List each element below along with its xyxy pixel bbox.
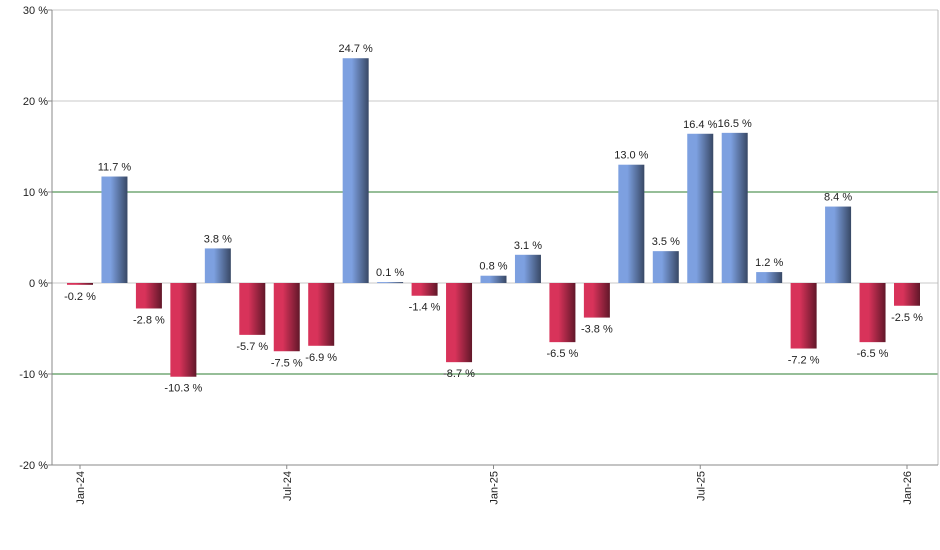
y-tick-label: 0 % — [29, 278, 48, 290]
value-label: 16.5 % — [718, 118, 752, 130]
value-label: -2.5 % — [891, 312, 923, 324]
value-label: -0.2 % — [64, 291, 96, 303]
value-label: -6.5 % — [857, 348, 889, 360]
bar — [342, 58, 369, 284]
y-tick-label: 30 % — [23, 5, 48, 17]
x-tick-label: Jan-26 — [902, 471, 914, 505]
value-label: 3.1 % — [514, 240, 542, 252]
bar — [135, 283, 162, 309]
bar — [652, 251, 679, 283]
x-tick-label: Jan-24 — [75, 471, 87, 505]
bar — [756, 272, 783, 283]
value-label: -7.5 % — [271, 357, 303, 369]
y-tick-label: -20 % — [19, 460, 48, 472]
bar — [549, 283, 576, 343]
y-tick-label: 10 % — [23, 187, 48, 199]
bar — [101, 176, 128, 283]
value-label: 11.7 % — [98, 162, 132, 174]
bar — [790, 283, 817, 349]
value-label: 0.1 % — [376, 267, 404, 279]
value-label: -2.8 % — [133, 314, 165, 326]
bar — [480, 275, 507, 283]
value-label: -6.9 % — [305, 352, 337, 364]
value-label: 0.8 % — [479, 261, 507, 273]
value-label: -5.7 % — [236, 341, 268, 353]
bar — [446, 283, 473, 363]
value-label: -1.4 % — [409, 302, 441, 314]
value-label: -6.5 % — [547, 348, 579, 360]
bar — [859, 283, 886, 343]
bar — [514, 254, 541, 283]
bar — [687, 133, 714, 283]
bar — [204, 248, 231, 283]
bar — [894, 283, 920, 306]
value-label: 3.5 % — [652, 236, 680, 248]
value-label: -7.2 % — [788, 355, 820, 367]
value-label: 8.4 % — [824, 192, 852, 204]
value-label: -10.3 % — [164, 383, 202, 395]
bar — [825, 206, 852, 283]
bar — [170, 283, 197, 377]
bar — [67, 283, 93, 285]
x-tick-label: Jul-24 — [282, 471, 294, 501]
value-label: 16.4 % — [683, 119, 717, 131]
bar — [308, 283, 335, 346]
value-label: -3.8 % — [581, 324, 613, 336]
value-label: 24.7 % — [339, 43, 373, 55]
bar — [411, 283, 438, 296]
bar — [583, 283, 610, 318]
y-tick-label: 20 % — [23, 96, 48, 108]
x-tick-label: Jan-25 — [489, 471, 501, 505]
value-label: 1.2 % — [755, 257, 783, 269]
bar — [377, 282, 404, 284]
x-tick-label: Jul-25 — [695, 471, 707, 501]
bar — [239, 283, 266, 335]
value-label: 3.8 % — [204, 233, 232, 245]
value-label: -8.7 % — [443, 368, 475, 380]
bar — [721, 132, 748, 283]
y-tick-label: -10 % — [19, 369, 48, 381]
bar — [273, 283, 300, 352]
value-label: 13.0 % — [614, 150, 648, 162]
bar — [618, 164, 645, 283]
